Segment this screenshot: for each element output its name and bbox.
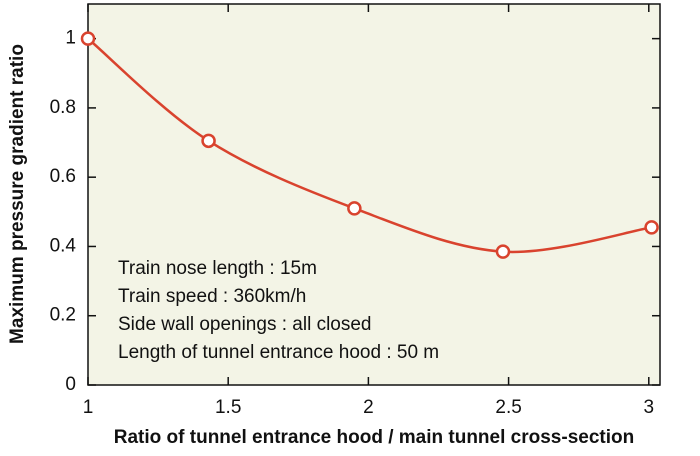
y-tick-label: 0.4 (50, 235, 77, 256)
y-tick-label: 1 (65, 28, 76, 49)
x-axis-label: Ratio of tunnel entrance hood / main tun… (114, 427, 634, 448)
annotation: Train nose length : 15m (118, 258, 317, 279)
annotation: Side wall openings : all closed (118, 314, 372, 335)
y-tick-label: 0.8 (50, 97, 76, 118)
x-tick-label: 2 (363, 397, 374, 418)
y-tick-label: 0 (65, 374, 76, 395)
marker (495, 244, 511, 259)
marker (201, 133, 216, 149)
marker (347, 201, 362, 216)
plot-area (87, 3, 661, 386)
y-tick-label: 0.6 (50, 166, 76, 187)
marker (80, 31, 96, 46)
x-tick-label: 1 (83, 397, 94, 418)
annotation: Train speed : 360km/h (118, 286, 306, 307)
y-axis-label: Maximum pressure gradient ratio (7, 44, 28, 344)
x-tick-label: 1.5 (215, 397, 241, 418)
x-tick-label: 2.5 (495, 397, 521, 418)
marker (644, 220, 659, 235)
x-tick-label: 3 (643, 397, 654, 418)
annotation: Length of tunnel entrance hood : 50 m (118, 342, 439, 363)
y-tick-label: 0.2 (50, 305, 76, 326)
